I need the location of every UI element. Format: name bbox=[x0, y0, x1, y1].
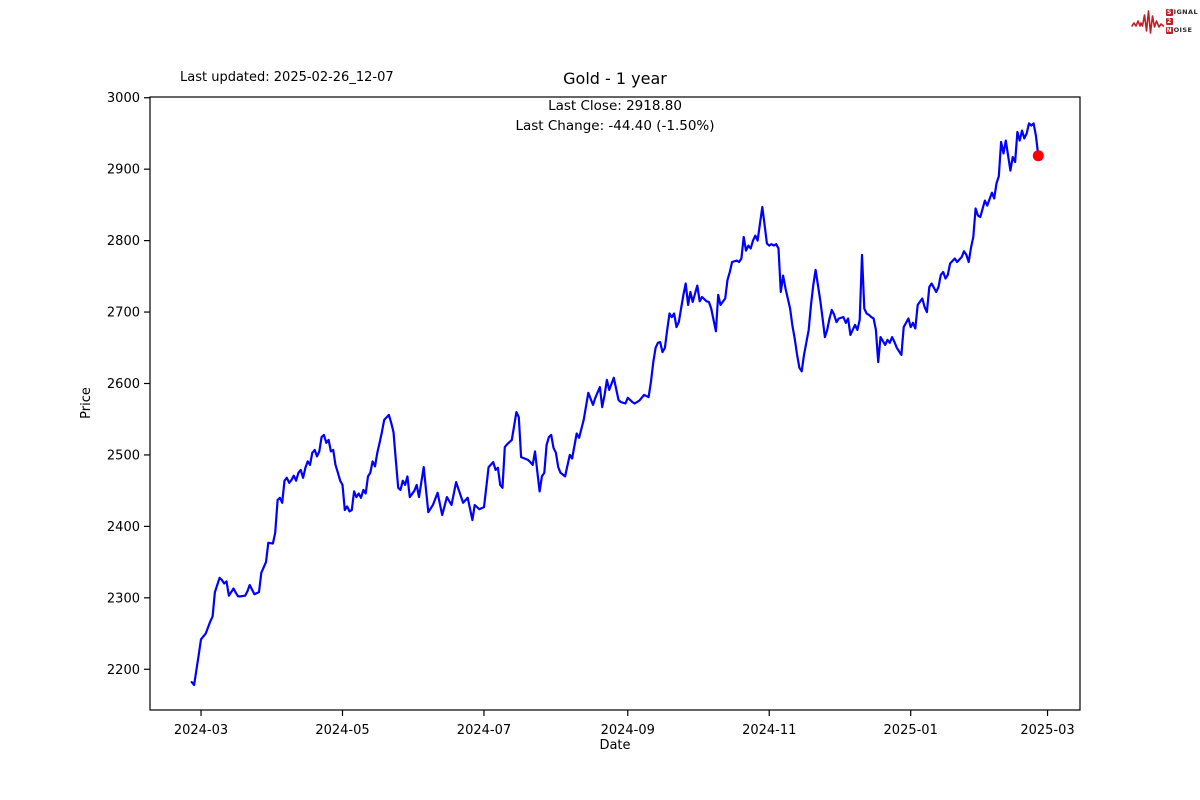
x-tick-label: 2024-05 bbox=[315, 723, 369, 738]
last-updated-text: Last updated: 2025-02-26_12-07 bbox=[180, 70, 394, 85]
chart-title: Gold - 1 year bbox=[563, 69, 667, 88]
y-tick-label: 3000 bbox=[107, 91, 140, 106]
logo-row-signal: S IGNAL bbox=[1165, 8, 1198, 16]
y-tick-label: 2500 bbox=[107, 448, 140, 463]
last-close-marker bbox=[1032, 150, 1044, 162]
last-close-annotation: Last Close: 2918.80 bbox=[548, 98, 682, 114]
logo-rest-ignal: IGNAL bbox=[1173, 8, 1198, 16]
x-tick-label: 2024-11 bbox=[742, 723, 796, 738]
logo-badge-n: N bbox=[1165, 26, 1173, 34]
y-tick-label: 2900 bbox=[107, 163, 140, 178]
y-tick-label: 2800 bbox=[107, 234, 140, 249]
y-axis-ticks: 2200 2300 2400 2500 2600 2700 2800 2900 3000 bbox=[107, 91, 150, 678]
logo-text: S IGNAL 2 N OISE bbox=[1165, 8, 1198, 34]
plot-frame bbox=[149, 96, 1081, 711]
y-axis-label: Price bbox=[79, 387, 94, 419]
x-tick-label: 2024-07 bbox=[457, 723, 511, 738]
y-tick-label: 2600 bbox=[107, 377, 140, 392]
logo-badge-s: S bbox=[1165, 8, 1173, 16]
signal2noise-logo: S IGNAL 2 N OISE bbox=[1130, 5, 1198, 37]
last-change-annotation: Last Change: -44.40 (-1.50%) bbox=[515, 118, 714, 134]
x-tick-label: 2025-03 bbox=[1020, 723, 1074, 738]
logo-badge-2: 2 bbox=[1165, 17, 1173, 25]
x-tick-label: 2024-09 bbox=[601, 723, 655, 738]
y-tick-label: 2200 bbox=[107, 663, 140, 678]
x-axis-ticks: 2024-03 2024-05 2024-07 2024-09 2024-11 2025-… bbox=[174, 710, 1075, 738]
heartbeat-waveform-icon bbox=[1130, 10, 1164, 34]
logo-row-2: 2 bbox=[1165, 17, 1198, 25]
gold-price-line bbox=[190, 122, 1040, 687]
x-tick-label: 2024-03 bbox=[174, 723, 228, 738]
logo-row-noise: N OISE bbox=[1165, 26, 1198, 34]
y-tick-label: 2300 bbox=[107, 591, 140, 606]
x-axis-label: Date bbox=[599, 738, 630, 753]
y-tick-label: 2700 bbox=[107, 306, 140, 321]
logo-rest-oise: OISE bbox=[1173, 26, 1193, 34]
x-tick-label: 2025-01 bbox=[884, 723, 938, 738]
y-tick-label: 2400 bbox=[107, 520, 140, 535]
